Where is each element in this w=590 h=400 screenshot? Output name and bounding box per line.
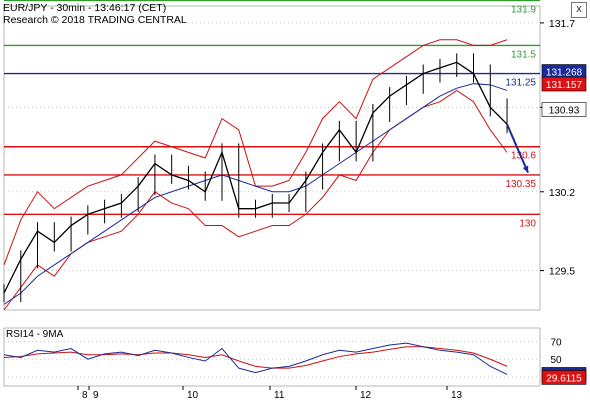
x-tick-label-3: 11	[274, 390, 285, 400]
price-candles	[3, 53, 508, 303]
rsi-tick-label-1: 50	[550, 355, 562, 366]
rsi-line	[3, 342, 508, 375]
y-tick-label-3: 129.5	[549, 266, 575, 278]
rsi-tag-1	[541, 370, 587, 385]
y-tick-label-0: 131.7	[549, 18, 575, 30]
x-tick-label-1: 9	[93, 390, 99, 400]
price-line	[3, 61, 508, 294]
level-label-0: 131.9	[511, 4, 536, 15]
rsi-ma-line	[3, 346, 508, 369]
level-label-4: 130.35	[505, 179, 536, 190]
moving-average	[3, 83, 508, 305]
price-tag-2	[541, 102, 587, 117]
level-label-3: 130.6	[511, 151, 536, 162]
projection-arrow	[506, 123, 529, 174]
projection-line	[506, 123, 529, 174]
x-tick-label-5: 13	[451, 390, 463, 400]
close-button[interactable]: x	[571, 2, 587, 18]
rsi-panel: RSI14 - 9MA70503032.929729.6115	[3, 329, 587, 385]
rsi-tick-label-0: 70	[550, 337, 562, 348]
x-tick-label-4: 12	[360, 390, 372, 400]
price-tag-label-1: 131.157	[546, 80, 583, 91]
price-tag-label-2: 130.93	[549, 106, 580, 117]
ma-line	[3, 83, 508, 305]
rsi-title: RSI14 - 9MA	[6, 329, 64, 340]
level-label-2: 131.25	[505, 78, 536, 89]
projection-arrowhead	[522, 165, 529, 173]
price-tag-1	[541, 76, 587, 92]
level-label-1: 131.5	[511, 49, 536, 60]
rsi-tag-label-1: 29.6115	[546, 373, 582, 384]
x-tick-label-0: 8	[82, 390, 88, 400]
x-tick-label-2: 10	[187, 390, 199, 400]
time-axis: 8 9 10 11 12 13	[77, 386, 463, 400]
y-tick-label-2: 130.2	[549, 187, 575, 199]
price-frame	[3, 5, 541, 311]
level-label-5: 130	[519, 218, 536, 229]
copyright-line: Research © 2018 TRADING CENTRAL	[3, 14, 187, 26]
chart-title: EUR/JPY - 30min - 13:46:17 (CET)	[3, 2, 167, 14]
price-tag-label-0: 131.268	[546, 68, 583, 79]
